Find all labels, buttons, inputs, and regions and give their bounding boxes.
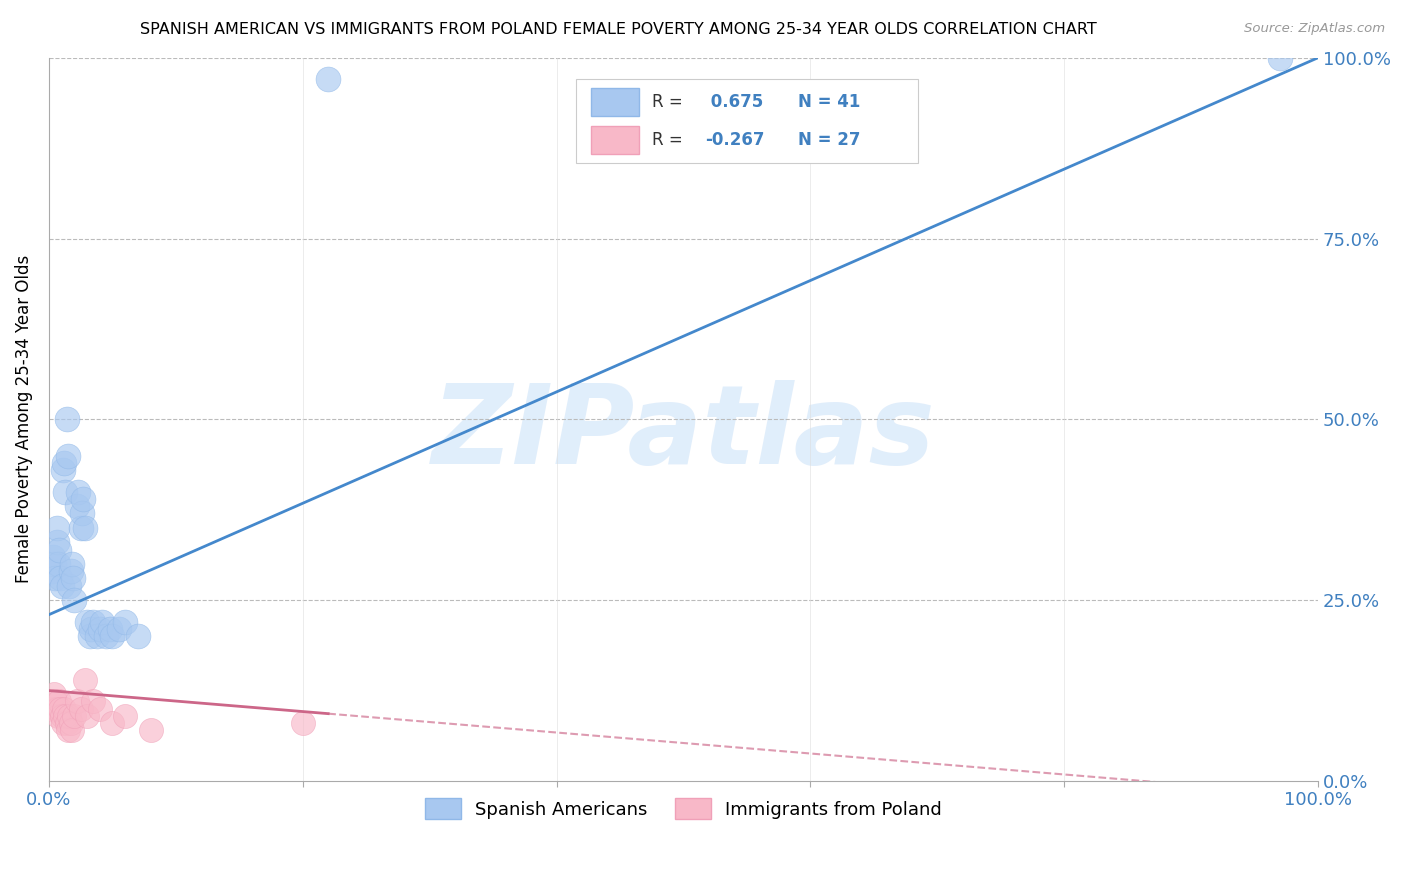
Point [69,701,91,715]
Point [49,701,72,715]
Text: R =: R = [652,93,682,111]
Point [101,716,124,731]
Point [58,579,80,593]
Point [73,673,96,687]
Point [66,694,89,708]
Text: SPANISH AMERICAN VS IMMIGRANTS FROM POLAND FEMALE POVERTY AMONG 25-34 YEAR OLDS : SPANISH AMERICAN VS IMMIGRANTS FROM POLA… [141,22,1097,37]
Point [42,557,65,571]
Point [60,723,83,738]
Point [89,701,111,715]
Point [52,463,75,477]
Point [67,484,90,499]
Point [82,694,104,708]
Point [53,701,76,715]
Text: N = 41: N = 41 [797,93,860,111]
Point [70,507,93,521]
Point [76,709,98,723]
FancyBboxPatch shape [575,79,918,162]
Y-axis label: Female Poverty Among 25-34 Year Olds: Female Poverty Among 25-34 Year Olds [15,255,32,583]
Point [1268,51,1291,65]
Point [49,572,72,586]
Point [55,716,77,731]
Point [42,687,65,701]
Point [58,709,80,723]
Point [73,521,96,535]
Point [66,499,89,513]
Point [107,622,129,636]
Point [56,723,79,738]
Point [59,716,82,731]
Point [91,615,114,629]
Point [55,709,77,723]
Text: ZIPatlas: ZIPatlas [432,380,935,487]
Point [53,456,76,470]
Point [44,572,66,586]
Point [114,615,136,629]
Point [62,572,84,586]
Point [86,629,108,643]
Point [316,72,339,87]
FancyBboxPatch shape [591,88,640,116]
Text: R =: R = [652,131,682,149]
Point [76,615,98,629]
Point [89,622,111,636]
Point [52,716,75,731]
Point [46,557,69,571]
Point [48,542,70,557]
Text: Source: ZipAtlas.com: Source: ZipAtlas.com [1244,22,1385,36]
Point [72,491,94,506]
Point [139,723,162,738]
Point [48,694,70,708]
Text: -0.267: -0.267 [706,131,765,149]
Text: N = 27: N = 27 [797,131,860,149]
Point [63,593,86,607]
Point [63,709,86,723]
Point [55,412,77,426]
Legend: Spanish Americans, Immigrants from Poland: Spanish Americans, Immigrants from Polan… [418,791,949,826]
Point [127,629,149,643]
Point [42,549,65,564]
Point [79,629,101,643]
Point [46,709,69,723]
Point [45,701,67,715]
Point [114,709,136,723]
Point [291,716,314,731]
Point [94,629,117,643]
Point [69,521,91,535]
Point [98,622,121,636]
Point [101,629,124,643]
Point [51,579,73,593]
Point [60,557,83,571]
Point [41,564,63,578]
Text: 0.675: 0.675 [706,93,763,111]
Point [82,615,104,629]
Point [55,484,77,499]
Point [44,694,66,708]
Point [51,709,73,723]
Point [45,535,67,549]
Point [56,449,79,463]
Point [59,564,82,578]
Point [42,701,65,715]
Point [80,622,103,636]
Point [45,521,67,535]
FancyBboxPatch shape [591,127,640,154]
